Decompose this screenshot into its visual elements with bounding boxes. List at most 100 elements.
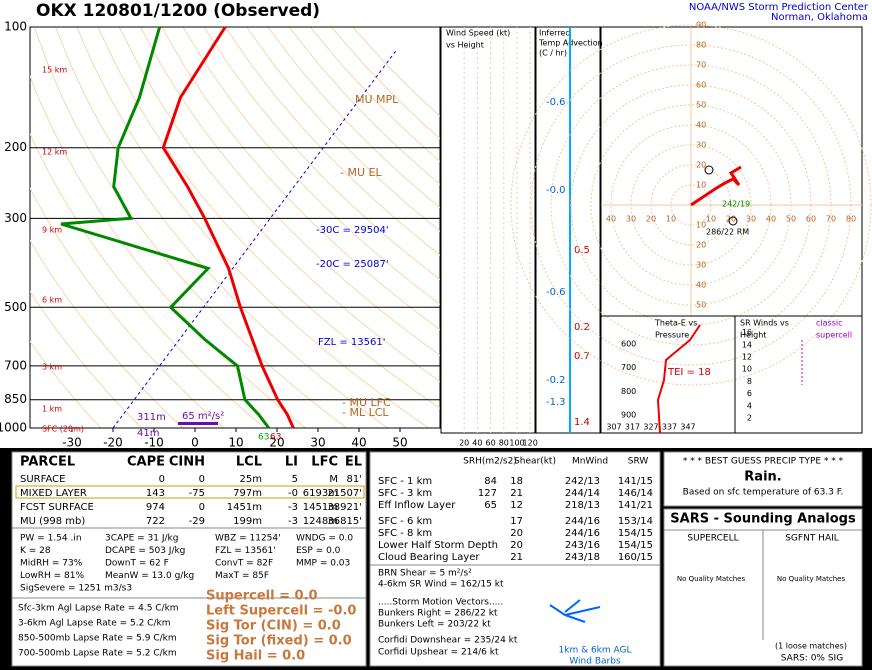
srh-bar (178, 422, 218, 425)
thetae-y-label: 800 (621, 387, 636, 396)
hodo-x-label: 20 (726, 215, 736, 224)
wind-tick-label: 20 (459, 439, 469, 448)
temp-tick-label: 30 (310, 436, 325, 450)
kin-mnwind: 243/18 (565, 552, 600, 563)
annotation: FZL = 13561' (318, 337, 385, 348)
panel-title: Pressure (655, 331, 689, 340)
kin-mnwind: 244/16 (565, 516, 600, 527)
index: WBZ = 11254' (215, 534, 281, 544)
height-label: 1 km (42, 405, 62, 414)
panel-title: vs Height (446, 41, 484, 50)
srw-y-label: 2 (747, 414, 752, 423)
advection-value: 1.4 (574, 417, 590, 428)
srw-y-label: 10 (742, 365, 752, 374)
kin-srw: 160/15 (618, 552, 653, 563)
thetae-trace (656, 324, 701, 434)
kin-shear: 20 (510, 540, 523, 551)
hodo-x-label: 60 (806, 215, 816, 224)
temp-tick-label: -30 (62, 436, 82, 450)
note: classic (816, 319, 842, 328)
hodo-y-label: 50 (696, 301, 706, 310)
kin-srh: 84 (484, 476, 497, 487)
precip-type: Rain. (744, 470, 781, 485)
parcel-cell: 5 (292, 474, 298, 485)
kin-extra: 4-6km SR Wind = 162/15 kt (378, 580, 504, 590)
parcel-cell: 143 (146, 488, 165, 499)
rm-marker (728, 216, 738, 226)
srw-y-label: 14 (742, 340, 752, 349)
temp-tick-label: 40 (351, 436, 366, 450)
pressure-tick-label: 200 (4, 140, 27, 154)
hodo-label: 286/22 RM (706, 228, 749, 237)
height-label: 12 km (42, 148, 67, 157)
parcel-header: LFC (311, 455, 338, 470)
parcel-header: CAPE (127, 455, 165, 470)
wind-tick-label: 80 (499, 439, 509, 448)
srw-y-label: 16 (742, 328, 752, 337)
kin-extra: Bunkers Left = 203/22 kt (378, 620, 491, 630)
advection-value: -0.2 (546, 375, 566, 386)
parcel-cell: 797m (233, 488, 262, 499)
parcel-cell: MU (998 mb) (20, 516, 85, 527)
kin-mnwind: 243/16 (565, 540, 600, 551)
sars-match: No Quality Matches (777, 575, 846, 583)
parcel-box (11, 451, 367, 667)
kin-shear: 18 (510, 476, 523, 487)
parcel-cell: 38921' (327, 502, 362, 513)
parcel-cell: 21507' (327, 488, 362, 499)
sars-col: SUPERCELL (687, 534, 738, 544)
thetae-x-label: 347 (680, 423, 695, 432)
index: MMP = 0.03 (296, 559, 350, 569)
param: Supercell = 0.0 (206, 589, 318, 604)
advection-value: -0.0 (546, 185, 566, 196)
lapse-rate: 3-6km Agl Lapse Rate = 5.2 C/km (18, 619, 170, 629)
parcel-cell: 0 (159, 474, 165, 485)
parcel-cell: SURFACE (20, 474, 65, 485)
tei: TEI = 18 (667, 367, 711, 378)
kin-shear: 21 (510, 488, 523, 499)
kin-header: SRH(m2/s2) (463, 457, 517, 467)
hodo-y-label: 10 (696, 181, 706, 190)
annotation: 65 m²/s² (182, 411, 224, 422)
lapse-rate: 850-500mb Lapse Rate = 5.9 C/km (18, 634, 177, 644)
parcel-cell: 81' (347, 474, 362, 485)
height-label: 6 km (42, 296, 62, 305)
pressure-tick-label: 850 (4, 392, 27, 406)
parcel-cell: 0 (199, 502, 205, 513)
thetae-y-label: 900 (621, 411, 636, 420)
annotation: 311m (137, 412, 166, 423)
hodo-x-label: 40 (606, 215, 616, 224)
hodo-y-label: 30 (696, 261, 706, 270)
hodo-y-label: 20 (696, 161, 706, 170)
parcel-cell: -3 (288, 516, 298, 527)
srw-y-label: 8 (747, 377, 752, 386)
pressure-tick-label: 100 (4, 20, 27, 34)
parcel-cell: -75 (189, 488, 205, 499)
index: MidRH = 73% (20, 559, 83, 569)
sars-col: SGFNT HAIL (785, 534, 839, 544)
parcel-header: EL (345, 455, 362, 470)
kin-extra: Corfidi Downshear = 235/24 kt (378, 636, 518, 646)
hodo-y-label: 50 (696, 101, 706, 110)
kin-extra: Corfidi Upshear = 214/6 kt (378, 648, 499, 658)
dry-adiabat (246, 27, 440, 232)
parcel-cell: FCST SURFACE (20, 502, 94, 513)
index: SigSevere = 1251 m3/s3 (20, 584, 132, 594)
kin-mnwind: 242/13 (565, 476, 600, 487)
parcel-header: PARCEL (20, 455, 75, 470)
kin-shear: 20 (510, 528, 523, 539)
panel-title: Theta-E vs (654, 319, 697, 328)
hodo-x-label: 30 (626, 215, 636, 224)
dry-adiabat (182, 27, 440, 305)
hodo-y-label: 30 (696, 141, 706, 150)
kin-srw: 141/15 (618, 476, 653, 487)
precip-box (663, 451, 863, 507)
precip-title: * * * BEST GUESS PRECIP TYPE * * * (683, 457, 844, 467)
height-label: SFC (20m) (42, 425, 84, 434)
dry-adiabat (161, 27, 440, 331)
thetae-x-label: 307 (606, 423, 621, 432)
hodo-y-label: 20 (696, 241, 706, 250)
parcel-header: LI (285, 455, 298, 470)
kin-mnwind: 218/13 (565, 500, 600, 511)
parcel-cell: 1451m (303, 502, 338, 513)
